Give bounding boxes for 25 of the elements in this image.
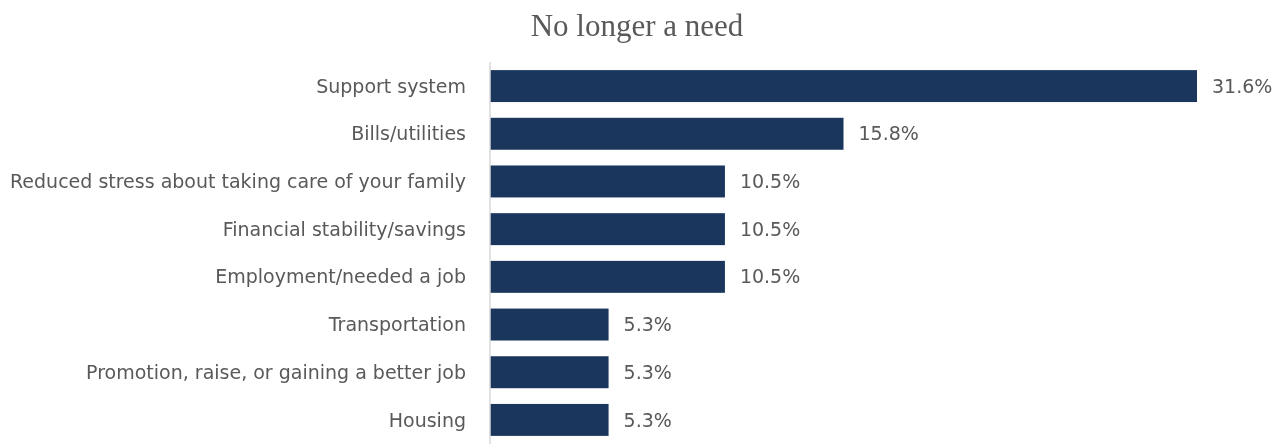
y-tick-label: Transportation [327,313,466,336]
y-tick-label: Housing [388,408,466,431]
y-tick-label: Promotion, raise, or gaining a better job [86,360,466,383]
bar [490,165,725,198]
bar [490,213,725,246]
y-tick-label: Financial stability/savings [222,217,466,240]
data-label: 15.8% [858,122,919,145]
data-label: 31.6% [1212,74,1273,97]
chart-title: No longer a need [530,8,744,43]
bar [490,117,844,150]
data-label: 5.3% [623,313,672,336]
data-label: 10.5% [739,217,801,240]
y-tick-label: Reduced stress about taking care of your family [10,170,466,193]
data-label: 10.5% [739,265,801,288]
data-label: 10.5% [739,170,801,193]
bar [490,70,1197,103]
data-label: 5.3% [623,360,672,383]
bar [490,260,725,293]
bar [490,403,609,436]
bar [490,356,609,389]
y-tick-label: Employment/needed a job [215,265,466,288]
y-tick-label: Support system [316,74,466,97]
y-tick-label: Bills/utilities [351,122,466,145]
bar [490,308,609,341]
data-label: 5.3% [623,408,672,431]
